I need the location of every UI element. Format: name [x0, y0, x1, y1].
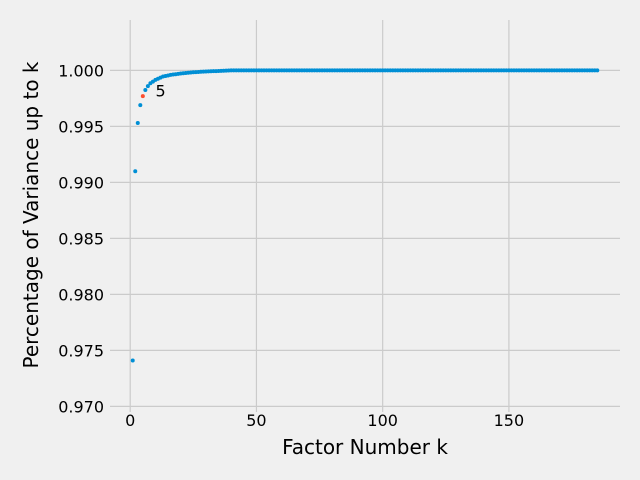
x-tick-label: 0 [125, 411, 135, 430]
x-tick-label: 100 [367, 411, 398, 430]
x-tick-label: 50 [246, 411, 266, 430]
data-point [133, 169, 138, 174]
data-point [143, 88, 148, 92]
data-point [595, 68, 600, 73]
data-point [145, 84, 150, 89]
y-axis-label: Percentage of Variance up to k [19, 61, 43, 368]
y-tick-label: 0.970 [58, 397, 104, 416]
y-tick-label: 1.000 [58, 61, 104, 80]
annotation-label: 5 [155, 82, 165, 101]
y-tick-label: 0.990 [58, 173, 104, 192]
data-point [130, 358, 135, 363]
y-tick-label: 0.975 [58, 341, 104, 360]
y-tick-label: 0.985 [58, 229, 104, 248]
data-point [135, 121, 140, 126]
data-points [130, 68, 600, 363]
x-tick-label: 150 [494, 411, 525, 430]
plot-area [110, 20, 620, 412]
y-tick-label: 0.980 [58, 285, 104, 304]
x-axis-label: Factor Number k [282, 435, 448, 459]
x-axis-ticks: 0 50 100 150 [125, 411, 524, 430]
highlighted-data-point [140, 94, 145, 99]
y-tick-label: 0.995 [58, 117, 104, 136]
y-axis-ticks: 0.970 0.975 0.980 0.985 0.990 0.995 1.000 [58, 61, 104, 416]
data-point [138, 103, 143, 108]
